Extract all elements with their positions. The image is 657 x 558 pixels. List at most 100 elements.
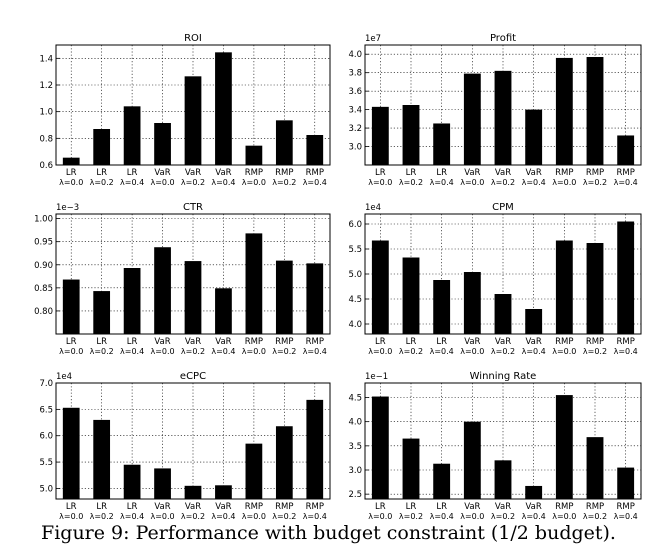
y-tick-label: 4.0 xyxy=(348,50,362,60)
axis-exponent: 1e4 xyxy=(365,203,381,213)
x-tick-label: VaR xyxy=(526,337,542,347)
x-tick-param: λ=0.2 xyxy=(181,347,205,356)
x-tick-param: λ=0.2 xyxy=(399,512,423,520)
x-tick-label: VaR xyxy=(495,337,511,347)
bar xyxy=(62,279,80,334)
x-tick-label: RMP xyxy=(275,502,293,512)
x-tick-label: VaR xyxy=(495,168,511,178)
x-tick-param: λ=0.4 xyxy=(120,347,144,356)
x-tick-label: LR xyxy=(96,168,107,178)
x-tick-label: LR xyxy=(375,168,386,178)
plot-frame xyxy=(364,382,642,500)
y-tick-label: 0.8 xyxy=(39,134,53,144)
x-tick-label: RMP xyxy=(245,168,263,178)
bar xyxy=(402,438,420,499)
x-tick-label: VaR xyxy=(215,168,231,178)
x-tick-param: λ=0.4 xyxy=(120,512,144,520)
x-tick-param: λ=0.4 xyxy=(522,347,546,356)
x-tick-label: RMP xyxy=(306,502,324,512)
x-tick-param: λ=0.0 xyxy=(368,512,392,520)
x-tick-param: λ=0.4 xyxy=(522,512,546,520)
x-tick-param: λ=0.0 xyxy=(150,512,174,520)
bar xyxy=(93,129,111,165)
y-tick-label: 1.4 xyxy=(39,54,53,64)
x-tick-param: λ=0.2 xyxy=(181,178,205,187)
chart-4: 5.05.56.06.57.0LRλ=0.0LRλ=0.2LRλ=0.4VaRλ… xyxy=(39,371,331,520)
x-tick-label: LR xyxy=(127,337,138,347)
x-tick-param: λ=0.0 xyxy=(59,347,83,356)
x-tick-label: LR xyxy=(66,502,77,512)
x-tick-param: λ=0.2 xyxy=(90,178,114,187)
bar xyxy=(306,263,324,334)
bar xyxy=(525,309,543,334)
chart-title: Winning Rate xyxy=(470,371,537,382)
y-tick-label: 4.5 xyxy=(348,394,362,404)
x-tick-label: RMP xyxy=(275,168,293,178)
y-tick-label: 0.85 xyxy=(34,284,53,294)
x-tick-label: LR xyxy=(66,337,77,347)
x-tick-param: λ=0.4 xyxy=(614,512,638,520)
x-tick-param: λ=0.2 xyxy=(399,178,423,187)
y-tick-label: 6.5 xyxy=(39,405,53,415)
x-tick-label: RMP xyxy=(616,502,634,512)
bar xyxy=(494,70,512,165)
bar xyxy=(463,272,481,334)
charts-figure: 0.60.81.01.21.4LRλ=0.0LRλ=0.2LRλ=0.4VaRλ… xyxy=(34,33,642,520)
bar xyxy=(93,291,111,334)
bar xyxy=(306,399,324,499)
x-tick-param: λ=0.0 xyxy=(242,512,266,520)
y-tick-label: 5.5 xyxy=(39,458,53,468)
x-tick-label: LR xyxy=(436,502,447,512)
x-tick-label: RMP xyxy=(616,168,634,178)
figure-caption: Figure 9: Performance with budget constr… xyxy=(41,522,616,544)
x-tick-label: RMP xyxy=(586,337,604,347)
x-tick-param: λ=0.2 xyxy=(491,347,515,356)
x-tick-param: λ=0.0 xyxy=(460,512,484,520)
x-tick-label: VaR xyxy=(154,168,170,178)
y-tick-label: 4.0 xyxy=(348,418,362,428)
x-tick-label: RMP xyxy=(306,168,324,178)
x-tick-label: LR xyxy=(406,337,417,347)
y-tick-label: 2.5 xyxy=(348,490,362,500)
y-tick-label: 3.4 xyxy=(348,106,362,116)
x-tick-param: λ=0.0 xyxy=(460,178,484,187)
y-tick-label: 3.8 xyxy=(348,69,362,79)
bar xyxy=(154,123,171,165)
x-tick-param: λ=0.2 xyxy=(272,178,296,187)
bar xyxy=(371,240,389,334)
x-tick-param: λ=0.0 xyxy=(368,178,392,187)
x-tick-param: λ=0.4 xyxy=(430,347,454,356)
x-tick-label: RMP xyxy=(555,168,573,178)
x-tick-label: RMP xyxy=(586,168,604,178)
x-tick-label: VaR xyxy=(464,502,480,512)
chart-5: 2.53.03.54.04.5LRλ=0.0LRλ=0.2LRλ=0.4VaRλ… xyxy=(348,371,642,520)
plot-frame xyxy=(364,44,642,166)
chart-title: CPM xyxy=(492,202,514,213)
x-tick-param: λ=0.0 xyxy=(552,512,576,520)
x-tick-label: VaR xyxy=(185,337,201,347)
axis-exponent: 1e−1 xyxy=(365,372,388,382)
x-tick-label: RMP xyxy=(555,502,573,512)
x-tick-param: λ=0.0 xyxy=(242,347,266,356)
x-tick-param: λ=0.4 xyxy=(522,178,546,187)
bar xyxy=(555,240,573,334)
x-tick-label: RMP xyxy=(245,502,263,512)
x-tick-label: VaR xyxy=(154,337,170,347)
y-tick-label: 3.5 xyxy=(348,442,362,452)
x-tick-param: λ=0.4 xyxy=(614,178,638,187)
x-tick-label: LR xyxy=(66,168,77,178)
x-tick-label: LR xyxy=(406,168,417,178)
bar xyxy=(402,257,420,334)
bar xyxy=(123,464,141,499)
y-tick-label: 5.0 xyxy=(348,270,362,280)
y-tick-label: 4.0 xyxy=(348,320,362,330)
chart-2: 0.800.850.900.951.00LRλ=0.0LRλ=0.2LRλ=0.… xyxy=(34,202,331,356)
x-tick-param: λ=0.0 xyxy=(552,178,576,187)
x-tick-param: λ=0.0 xyxy=(460,347,484,356)
y-tick-label: 3.0 xyxy=(348,143,362,153)
x-tick-param: λ=0.2 xyxy=(90,347,114,356)
x-tick-param: λ=0.2 xyxy=(399,347,423,356)
bar xyxy=(586,57,604,165)
bar xyxy=(215,52,232,166)
x-tick-label: LR xyxy=(127,168,138,178)
